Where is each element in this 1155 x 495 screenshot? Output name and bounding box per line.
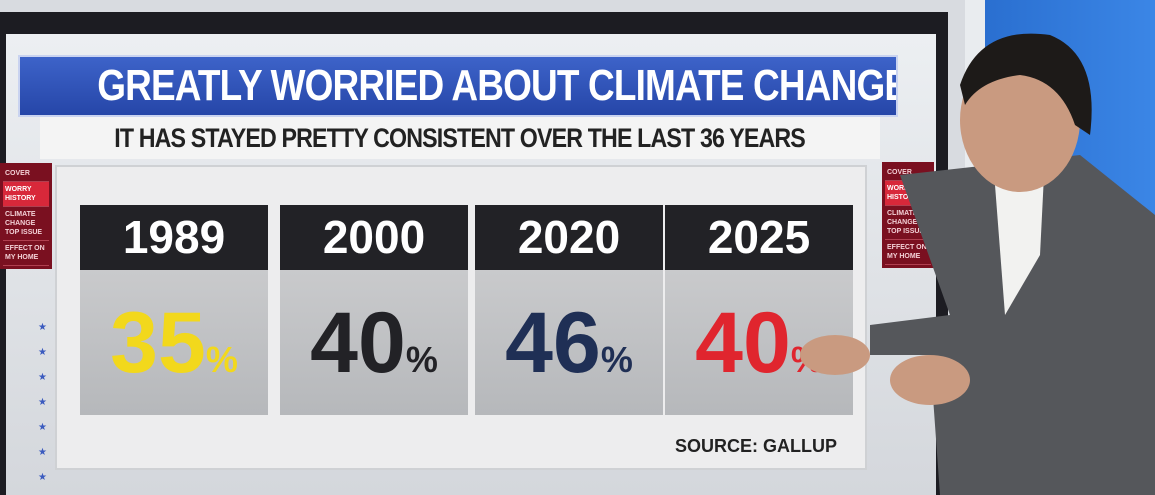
value-number: 35 xyxy=(110,295,206,391)
year-column: 1989 35% xyxy=(80,205,268,415)
percent-sign: % xyxy=(600,339,633,380)
year-label: 2000 xyxy=(280,205,468,270)
menu-item-climate-top-issue[interactable]: CLIMATE CHANGE TOP ISSUE xyxy=(885,206,931,240)
menu-item-climate-top-issue[interactable]: CLIMATE CHANGE TOP ISSUE xyxy=(3,207,49,241)
percent-value: 40% xyxy=(280,270,468,415)
star-decoration: ★ ★ ★ ★ ★ ★ ★ xyxy=(38,322,47,483)
presenter xyxy=(800,33,1155,495)
percent-sign: % xyxy=(405,339,438,380)
year-label: 1989 xyxy=(80,205,268,270)
menu-item-effect-on-home[interactable]: EFFECT ON MY HOME xyxy=(885,240,931,265)
menu-item-effect-on-home[interactable]: EFFECT ON MY HOME xyxy=(3,241,49,266)
subheadline: IT HAS STAYED PRETTY CONSISTENT OVER THE… xyxy=(114,123,807,153)
value-number: 40 xyxy=(695,295,791,391)
side-menu-left: COVER WORRY HISTORY CLIMATE CHANGE TOP I… xyxy=(0,163,52,269)
value-number: 46 xyxy=(505,295,601,391)
year-label: 2020 xyxy=(475,205,663,270)
year-column: 2020 46% xyxy=(475,205,663,415)
year-column: 2000 40% xyxy=(280,205,468,415)
headline-banner: GREATLY WORRIED ABOUT CLIMATE CHANGE xyxy=(18,55,898,117)
menu-item-worry-history[interactable]: WORRY HISTORY xyxy=(3,182,49,207)
source-label: SOURCE: GALLUP xyxy=(675,436,837,456)
subheadline-band: IT HAS STAYED PRETTY CONSISTENT OVER THE… xyxy=(40,117,880,159)
menu-item-cover[interactable]: COVER xyxy=(3,166,49,182)
percent-sign: % xyxy=(205,339,238,380)
year-label: 2025 xyxy=(665,205,853,270)
percent-value: 35% xyxy=(80,270,268,415)
percent-value: 46% xyxy=(475,270,663,415)
headline: GREATLY WORRIED ABOUT CLIMATE CHANGE xyxy=(97,61,898,110)
value-number: 40 xyxy=(310,295,406,391)
